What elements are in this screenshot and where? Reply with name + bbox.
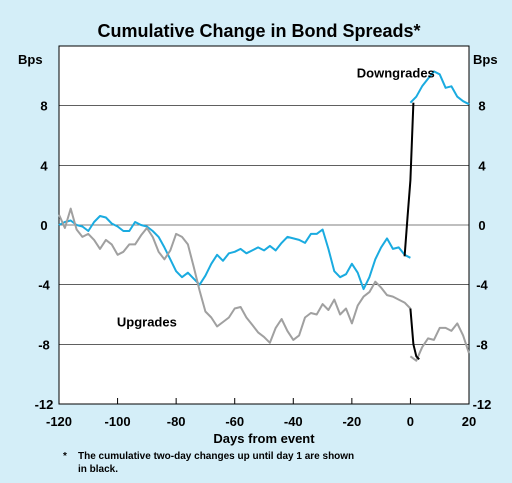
y-tick-right-5: 8 — [478, 99, 485, 114]
y-tick-right-0: -12 — [473, 397, 492, 412]
y-tick-left-0: -12 — [35, 397, 54, 412]
footnote-marker: * — [63, 451, 67, 462]
chart-title: Cumulative Change in Bond Spreads* — [97, 21, 420, 41]
x-tick-7: 20 — [462, 414, 476, 429]
series-lines — [58, 70, 470, 362]
y-tick-left-2: -4 — [38, 278, 50, 293]
gridlines — [58, 105, 470, 404]
x-tick-5: -20 — [342, 414, 361, 429]
x-tick-1: -100 — [105, 414, 131, 429]
series-line-1 — [409, 70, 470, 106]
x-tick-4: -40 — [284, 414, 303, 429]
y-tick-left-3: 0 — [40, 218, 47, 233]
y-tick-right-1: -8 — [476, 337, 488, 352]
y-tick-left-5: 8 — [40, 99, 47, 114]
y-axis-label-right: Bps — [473, 52, 498, 67]
y-tick-right-2: -4 — [476, 278, 488, 293]
footnote-line-2: in black. — [78, 464, 118, 475]
y-tick-left-4: 4 — [40, 158, 48, 173]
annotation-1: Upgrades — [117, 314, 177, 329]
series-line-3 — [58, 207, 412, 344]
y-tick-labels: -12 -12 -8 -8 -4 -4 0 0 4 4 8 8 — [35, 99, 492, 412]
y-tick-right-4: 4 — [478, 158, 486, 173]
x-tick-6: 0 — [407, 414, 414, 429]
y-axis-label-left: Bps — [18, 52, 43, 67]
y-tick-right-3: 0 — [478, 218, 485, 233]
footnote-line-1: The cumulative two-day changes up until … — [78, 451, 354, 462]
x-tick-labels: -120 -100 -80 -60 -40 -20 0 20 — [46, 414, 476, 429]
x-axis-label: Days from event — [213, 431, 315, 446]
series-annotations: Downgrades Upgrades — [117, 65, 435, 329]
y-tick-left-1: -8 — [38, 337, 50, 352]
x-tick-3: -60 — [225, 414, 244, 429]
series-line-0 — [58, 215, 411, 291]
x-tick-2: -80 — [167, 414, 186, 429]
annotation-0: Downgrades — [357, 65, 435, 80]
x-tick-0: -120 — [46, 414, 72, 429]
series-line-4 — [409, 322, 470, 362]
series-line-5 — [409, 308, 420, 360]
series-line-2 — [403, 102, 415, 257]
